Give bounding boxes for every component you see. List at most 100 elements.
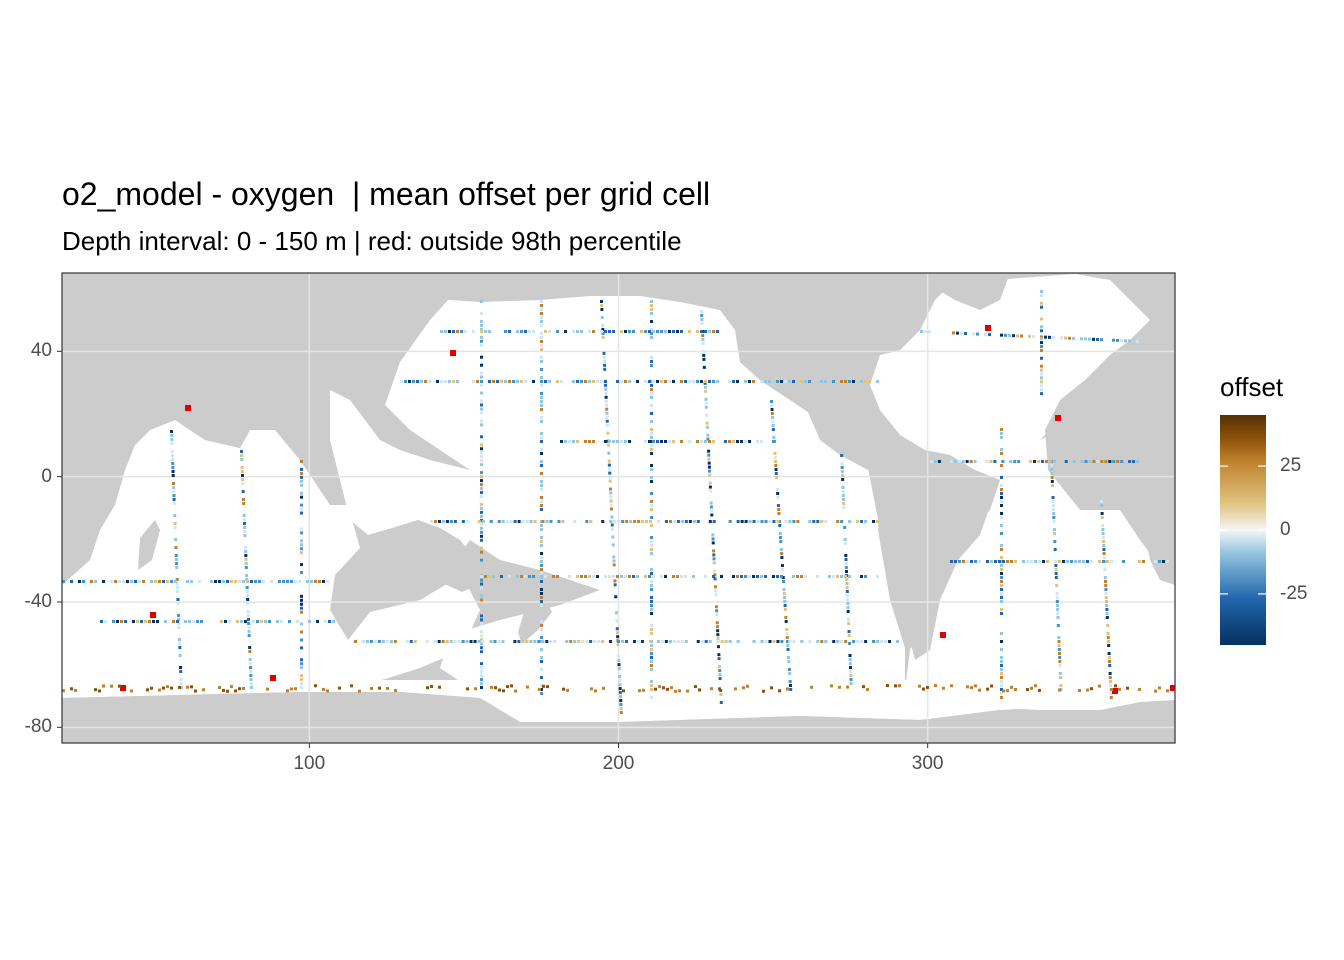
track-cell bbox=[1104, 592, 1108, 595]
track-cell bbox=[480, 339, 483, 343]
track-cell bbox=[540, 620, 543, 623]
track-cell bbox=[506, 685, 509, 689]
track-cell bbox=[843, 542, 847, 545]
track-cell bbox=[771, 424, 775, 427]
track-cell bbox=[540, 472, 543, 475]
track-cell bbox=[1032, 335, 1035, 339]
track-cell bbox=[1158, 560, 1161, 563]
track-cell bbox=[1046, 560, 1049, 563]
track-cell bbox=[1040, 337, 1043, 341]
track-cell bbox=[1000, 484, 1003, 487]
track-cell bbox=[236, 620, 239, 623]
track-cell bbox=[568, 575, 571, 578]
track-cell bbox=[480, 642, 483, 646]
track-cell bbox=[381, 640, 385, 643]
track-cell bbox=[326, 580, 329, 583]
track-cell bbox=[222, 580, 225, 583]
track-cell bbox=[1000, 632, 1003, 635]
track-cell bbox=[588, 380, 591, 383]
track-cell bbox=[608, 479, 612, 483]
track-cell bbox=[480, 578, 483, 582]
track-cell bbox=[248, 650, 252, 653]
track-cell bbox=[448, 330, 451, 333]
track-cell bbox=[792, 640, 796, 643]
track-cell bbox=[512, 380, 515, 383]
track-cell bbox=[1104, 596, 1108, 599]
track-cell bbox=[544, 330, 547, 333]
track-cell bbox=[620, 440, 623, 443]
track-cell bbox=[756, 440, 759, 443]
track-cell bbox=[1000, 476, 1003, 479]
track-cell bbox=[1000, 492, 1003, 495]
track-cell bbox=[540, 500, 543, 503]
track-cell bbox=[715, 609, 719, 613]
track-cell bbox=[696, 380, 699, 383]
track-cell bbox=[779, 548, 783, 551]
track-cell bbox=[756, 575, 759, 578]
track-cell bbox=[540, 392, 543, 395]
track-cell bbox=[610, 515, 614, 519]
track-cell bbox=[1001, 460, 1005, 463]
track-cell bbox=[480, 666, 483, 670]
track-cell bbox=[1056, 604, 1059, 607]
track-cell bbox=[978, 688, 981, 692]
track-cell bbox=[896, 640, 900, 643]
track-cell bbox=[1104, 584, 1108, 587]
track-cell bbox=[676, 575, 679, 578]
track-cell bbox=[1064, 336, 1067, 340]
track-cell bbox=[502, 689, 505, 693]
track-cell bbox=[480, 487, 483, 491]
track-cell bbox=[624, 380, 627, 383]
track-cell bbox=[812, 520, 816, 523]
track-cell bbox=[170, 438, 174, 441]
track-cell bbox=[600, 303, 604, 307]
track-cell bbox=[702, 353, 706, 357]
track-cell bbox=[1106, 560, 1109, 563]
track-cell bbox=[540, 484, 543, 487]
track-cell bbox=[480, 475, 483, 479]
track-cell bbox=[173, 514, 177, 517]
track-cell bbox=[508, 380, 511, 383]
track-cell bbox=[1114, 684, 1117, 688]
track-cell bbox=[748, 520, 752, 523]
track-cell bbox=[824, 380, 827, 383]
track-cell bbox=[714, 589, 718, 593]
track-cell bbox=[605, 415, 609, 419]
track-cell bbox=[194, 689, 197, 693]
track-cell bbox=[684, 575, 687, 578]
track-cell bbox=[613, 579, 617, 583]
track-cell bbox=[650, 664, 653, 667]
track-cell bbox=[62, 580, 65, 583]
track-cell bbox=[840, 454, 844, 457]
track-cell bbox=[220, 620, 223, 623]
track-cell bbox=[629, 520, 633, 523]
track-cell bbox=[466, 687, 469, 691]
track-cell bbox=[613, 520, 617, 523]
track-cell bbox=[1166, 560, 1169, 563]
track-cell bbox=[650, 480, 653, 483]
track-cell bbox=[412, 380, 415, 383]
track-cell bbox=[540, 552, 543, 555]
track-cell bbox=[477, 520, 481, 523]
track-cell bbox=[760, 575, 763, 578]
track-cell bbox=[480, 538, 483, 542]
track-cell bbox=[1000, 676, 1003, 679]
track-cell bbox=[246, 602, 250, 605]
track-cell bbox=[1059, 684, 1063, 687]
track-cell bbox=[672, 575, 675, 578]
track-cell bbox=[116, 620, 119, 623]
track-cell bbox=[650, 588, 653, 591]
track-cell bbox=[247, 622, 251, 625]
track-cell bbox=[810, 685, 813, 689]
track-cell bbox=[1038, 560, 1041, 563]
track-cell bbox=[492, 380, 495, 383]
track-cell bbox=[1128, 339, 1131, 343]
track-cell bbox=[808, 640, 812, 643]
track-cell bbox=[176, 620, 179, 623]
track-cell bbox=[1000, 544, 1003, 547]
track-cell bbox=[472, 330, 475, 333]
track-cell bbox=[704, 640, 708, 643]
track-cell bbox=[561, 520, 565, 523]
track-cell bbox=[719, 701, 723, 705]
track-cell bbox=[1132, 460, 1136, 463]
